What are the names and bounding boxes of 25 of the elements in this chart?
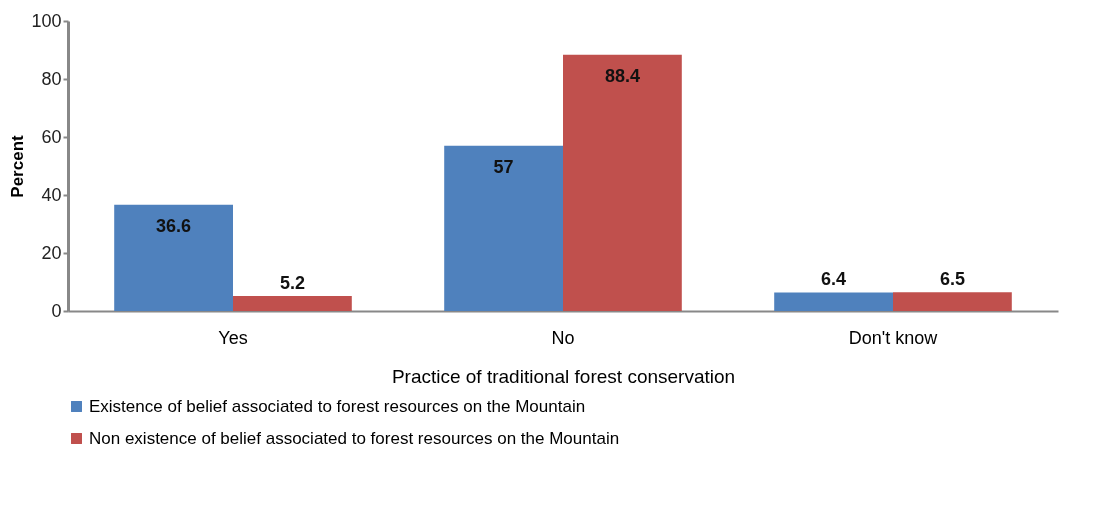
bar [893, 292, 1012, 311]
legend-label: Existence of belief associated to forest resources on the Mountain [89, 396, 586, 416]
y-axis-title: Percent [8, 134, 28, 198]
legend-label: Non existence of belief associated to forest resources on the Mountain [89, 428, 620, 448]
data-label: 5.2 [279, 272, 305, 293]
bar [233, 295, 352, 311]
x-tick-label: No [551, 327, 575, 348]
y-tick-label: 80 [41, 68, 62, 89]
x-axis-title: Practice of traditional forest conservation [391, 365, 736, 387]
data-label: 57 [493, 156, 514, 177]
bar [114, 204, 233, 311]
x-tick-label: Yes [218, 327, 248, 348]
y-tick-label: 60 [41, 126, 62, 147]
data-label: 6.4 [821, 269, 847, 290]
data-label: 36.6 [156, 215, 192, 236]
bar [563, 54, 682, 311]
y-tick-label: 40 [41, 184, 62, 205]
bar [774, 292, 893, 311]
y-tick-label: 0 [51, 300, 62, 321]
data-label: 6.5 [939, 269, 965, 290]
bar [444, 145, 563, 311]
y-tick-label: 20 [41, 242, 62, 263]
x-tick-label: Don't know [848, 327, 939, 348]
y-tick-label: 100 [31, 10, 62, 31]
data-label: 88.4 [604, 65, 640, 86]
